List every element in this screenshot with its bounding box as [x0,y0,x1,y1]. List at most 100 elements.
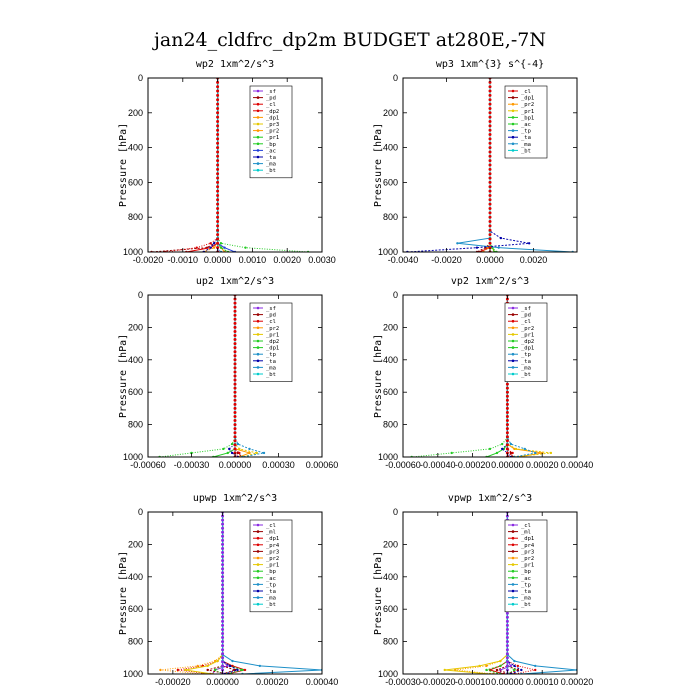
legend-marker [511,109,515,113]
y-tick-label: 200 [383,108,398,118]
profile-marker [216,85,220,89]
profile-marker [221,607,225,611]
panel-5: upwp 1xm^2/s^3 Pressure [hPa] -0.00020 0.00… [118,493,338,687]
data-point [520,668,523,672]
legend-entry: _pr2 [266,556,279,562]
profile-marker [488,202,492,206]
data-point [228,447,231,451]
legend-marker [511,589,515,593]
profile-marker [216,180,220,184]
legend-marker [256,142,260,146]
x-tick-label: -0.0010 [168,255,199,265]
profile-marker [216,176,220,180]
data-point [159,668,162,672]
data-point [534,664,537,668]
legend-entry: _ac [266,576,276,582]
y-axis-label: Pressure [hPa] [373,123,384,207]
legend-entry: _ta [521,135,531,141]
legend-entry: _bt [266,168,276,174]
legend-entry: _ma [521,365,531,371]
data-point [238,447,241,451]
profile-marker [216,193,220,197]
profile-marker [221,611,225,615]
profile-marker [221,640,225,644]
legend-entry: _tp [521,129,531,135]
data-point [248,447,251,451]
legend-marker [256,530,260,533]
legend-entry: _pr2 [521,326,534,332]
legend-marker [256,576,260,580]
profile-marker [488,189,492,193]
legend-marker [511,313,515,316]
data-point [499,664,502,668]
legend-marker [256,149,260,152]
data-point [509,451,513,455]
data-point [243,668,247,672]
profile-marker [221,615,225,619]
legend-entry: _bp [266,142,276,148]
legend-marker [511,319,515,323]
legend-entry: _ml [266,530,276,536]
x-tick-label: 0.00020 [256,677,289,687]
profile-marker [233,451,237,455]
legend-marker [511,556,515,560]
profile-marker [216,80,220,84]
x-tick-label: 0.00000 [491,677,524,687]
legend-entry: _pd [266,96,276,102]
legend-entry: _pr1 [521,563,534,569]
profile-marker [233,317,237,321]
legend-marker [256,359,260,363]
legend-marker [511,569,515,573]
profile-marker [488,233,492,237]
data-point [495,451,499,455]
y-tick-label: 200 [383,539,398,549]
profile-marker [488,146,492,150]
legend-entry: _pr2 [266,129,279,135]
profile-marker [216,120,220,123]
profile-marker [233,325,237,329]
legend-entry: _pr1 [266,332,279,338]
profile-marker [488,111,492,115]
profile-marker [488,120,492,123]
legend-entry: _ml [521,530,531,536]
legend-entry: _pr1 [266,563,279,569]
data-point [213,668,217,672]
profile-marker [505,390,509,394]
legend-marker [511,536,515,540]
data-point [176,668,180,672]
series-line-ta [222,512,239,674]
legend-box [504,519,548,613]
profile-marker [221,559,225,563]
series-group [406,78,574,252]
profile-marker [233,350,237,354]
profile-marker [216,211,220,215]
y-tick-label: 600 [383,387,398,397]
legend-marker [256,563,260,566]
profile-marker [505,415,509,418]
profile-marker [216,220,220,224]
series-line-ta [506,512,523,674]
profile-marker [505,382,509,386]
series-line-ta [203,78,219,252]
profile-marker [221,603,225,607]
profile-marker [221,579,225,583]
profile-marker [221,664,225,668]
series-line-ac [217,78,236,252]
profile-marker [216,246,220,250]
legend-marker [256,556,260,560]
profile-marker [216,124,220,128]
y-tick-label: 600 [383,604,398,614]
legend-marker [511,523,515,527]
series-line-pr1 [185,512,224,674]
legend: _sf_pd_cl_pr2_pr1_dp2_dp1_tp_ta_ma_bt [504,302,548,382]
x-tick-label: -0.00060 [385,460,421,470]
profile-marker [221,546,225,550]
y-tick-label: 0 [393,290,398,300]
legend-entry: _bp [266,569,276,575]
legend-entry: _pd [266,313,276,319]
profile-marker [505,660,509,664]
profile-marker [505,611,509,615]
legend-entry: _sf [266,306,276,312]
profile-marker [505,406,509,410]
